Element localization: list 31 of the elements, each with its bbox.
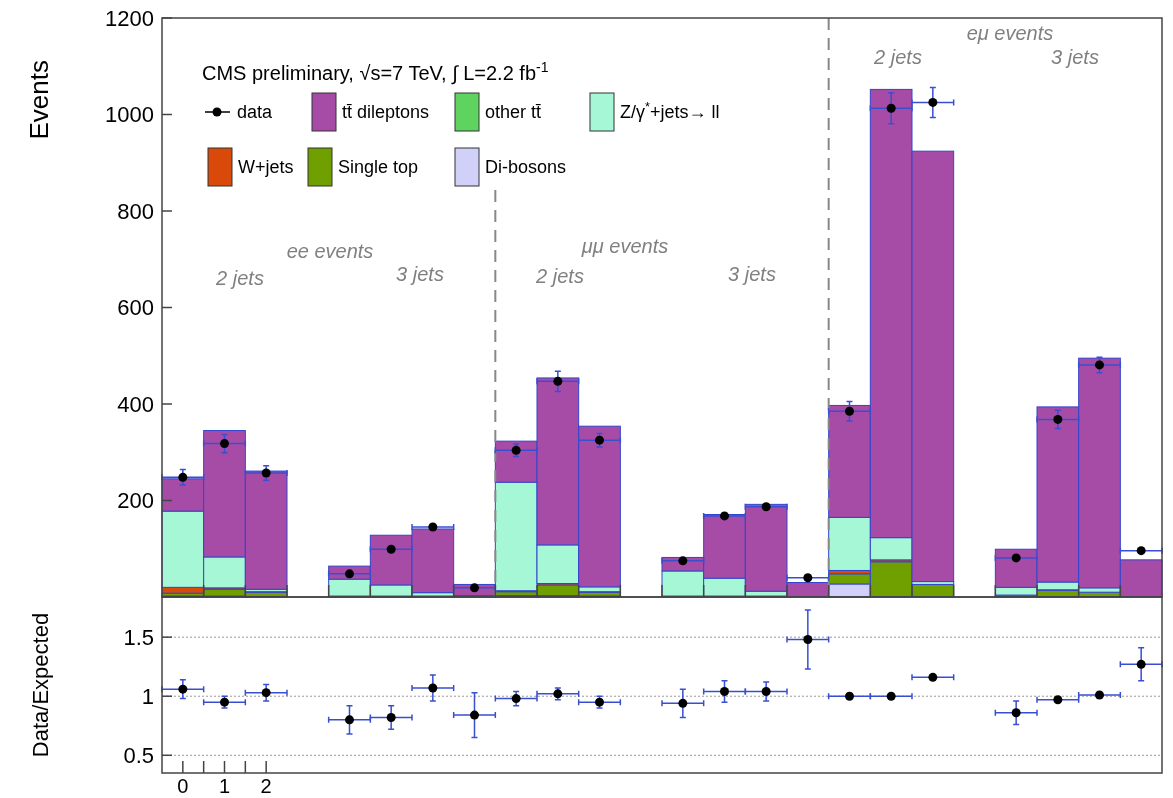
y-axis-title: Events — [24, 60, 54, 140]
annotation: CMS preliminary, √s=7 TeV, ∫ L=2.2 fb$^{-1}$ — [202, 59, 549, 85]
annotation: 3 jets — [728, 263, 776, 285]
annotation: 3 jets — [1051, 46, 1099, 68]
legend-label: data — [237, 102, 274, 123]
legend-label: tt̄ dileptons — [342, 102, 430, 123]
legend-label: other tt̄ — [485, 102, 542, 123]
annotation: 2 jets — [873, 46, 922, 68]
annotation: 2 jets — [535, 265, 584, 287]
x-tick-label: 1 — [218, 775, 231, 797]
annotation: μμ events — [580, 235, 669, 257]
y-tick-label: 400 — [117, 391, 154, 417]
annotation: eμ events — [966, 22, 1054, 44]
y-tick-label: 1000 — [105, 102, 154, 128]
legend-label: Di-bosons — [485, 157, 567, 178]
legend-label: Single top — [338, 157, 419, 178]
legend-label: W+jets — [238, 157, 294, 178]
annotation: 3 jets — [396, 263, 444, 285]
y-tick-label: 1200 — [105, 5, 154, 31]
x-tick-label: 0 — [177, 775, 189, 797]
y-axis-title: Data/Expected — [28, 612, 53, 758]
y-tick-label: 800 — [117, 198, 154, 224]
x-tick-label: 2 — [260, 775, 272, 797]
y-tick-label: 200 — [117, 488, 154, 514]
annotation: ee events — [286, 240, 374, 262]
annotation: 2 jets — [215, 267, 264, 289]
y-tick-label: 1.5 — [123, 624, 154, 650]
y-tick-label: 600 — [117, 295, 154, 321]
y-tick-label: 1 — [141, 683, 154, 709]
legend-label: Z/γ$^{*}$+jets→ ll — [620, 100, 720, 123]
y-tick-label: 0.5 — [123, 742, 154, 768]
